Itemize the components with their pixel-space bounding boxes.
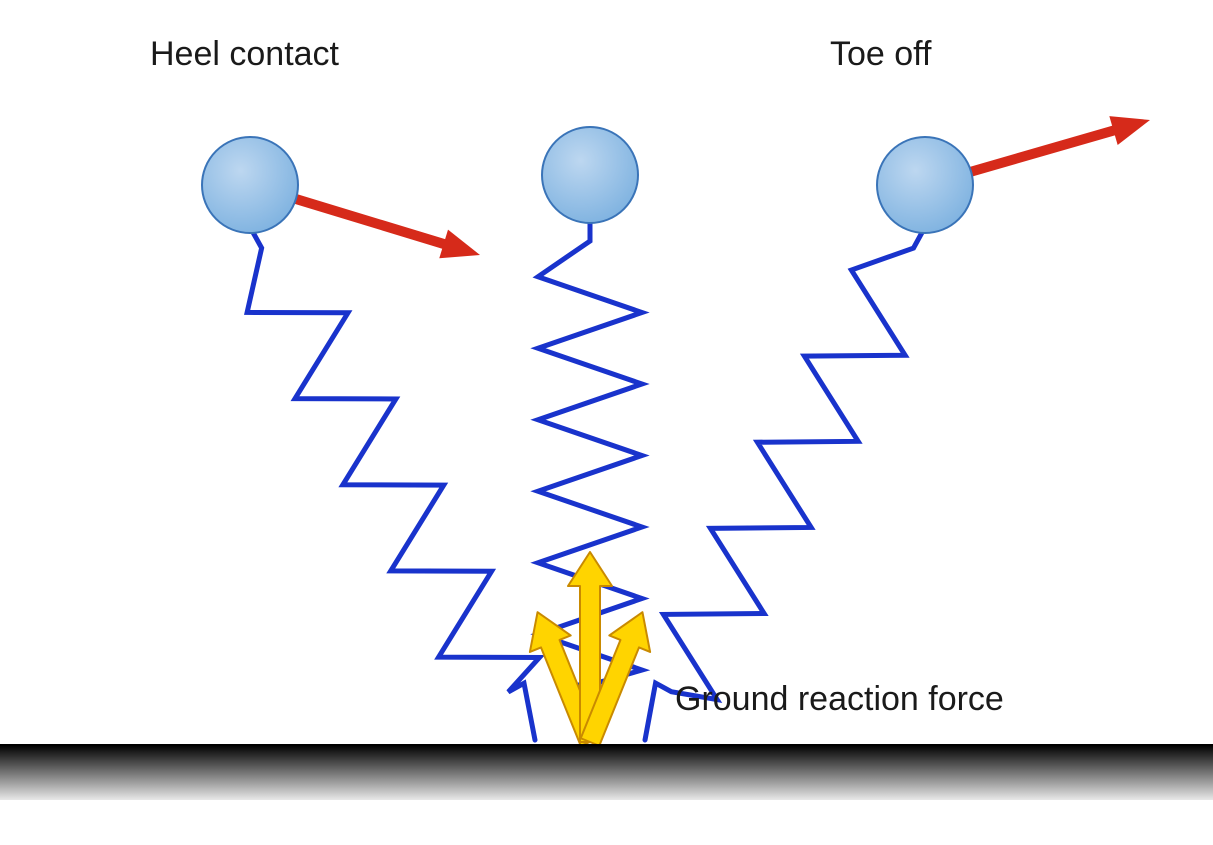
label-toe-off: Toe off bbox=[830, 35, 931, 74]
mass-heel bbox=[202, 137, 298, 233]
masses-group bbox=[202, 127, 973, 233]
mass-mid bbox=[542, 127, 638, 223]
grf-arrows-group bbox=[530, 552, 650, 746]
spring-heel bbox=[247, 227, 539, 740]
label-ground-reaction-force: Ground reaction force bbox=[675, 680, 1004, 719]
spring-toeoff bbox=[645, 227, 925, 740]
label-heel-contact: Heel contact bbox=[150, 35, 339, 74]
mass-toeoff bbox=[877, 137, 973, 233]
velocity-arrows-group bbox=[250, 116, 1150, 258]
spring-mass-diagram bbox=[0, 0, 1213, 845]
ground bbox=[0, 745, 1213, 800]
